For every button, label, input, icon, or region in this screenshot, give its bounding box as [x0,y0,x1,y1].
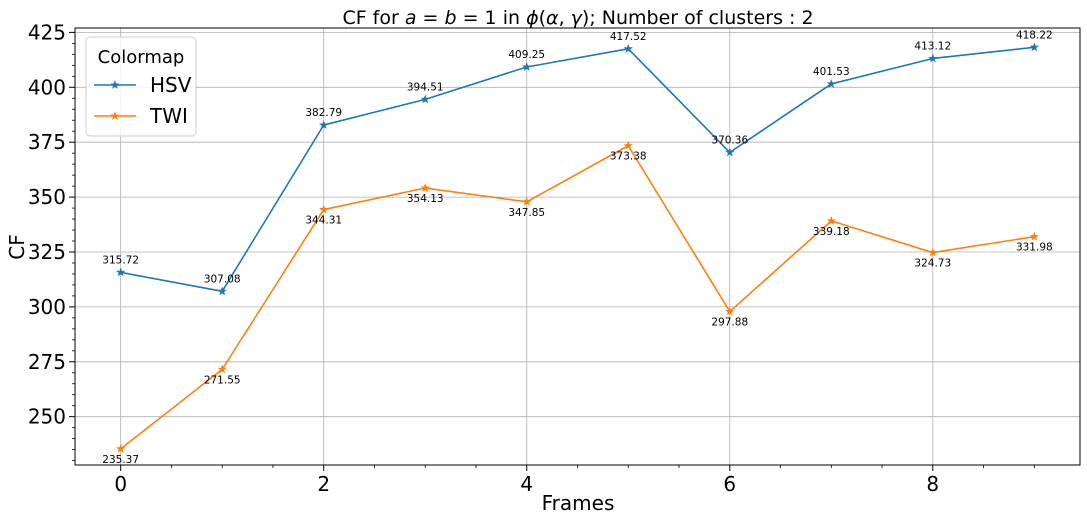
data-label-hsv: 418.22 [1016,29,1053,41]
x-tick-label: 2 [317,472,330,496]
data-label-twi: 354.13 [407,193,444,205]
data-point-twi [928,247,938,257]
y-tick-label: 275 [28,350,66,374]
data-label-twi: 235.37 [102,454,139,466]
data-point-hsv [116,267,126,277]
data-point-twi [623,140,633,150]
data-point-twi [826,215,836,225]
data-label-hsv: 394.51 [407,81,444,93]
x-tick-label: 6 [723,472,736,496]
y-tick-label: 300 [28,295,66,319]
grid [75,28,1080,465]
y-tick-label: 250 [28,405,66,429]
legend-marker-hsv [110,80,120,89]
data-label-twi: 331.98 [1016,242,1053,254]
data-point-hsv [826,79,836,88]
data-labels: 315.72 307.08 382.79 394.51 409.25 417.52 370.… [102,29,1052,466]
y-tick-label: 425 [28,20,66,44]
data-point-hsv [725,147,735,157]
y-tick-label: 325 [28,240,66,264]
data-point-hsv [1029,42,1039,52]
data-label-twi: 339.18 [813,226,850,238]
legend: Colormap HSV TWI [85,36,197,137]
data-point-hsv [217,286,227,296]
x-tick-label: 8 [926,472,939,496]
legend-title: Colormap [98,47,185,68]
legend-marker-twi [110,111,120,120]
x-axis-label: Frames [542,491,615,515]
data-point-hsv [623,43,633,53]
data-point-twi [319,204,329,214]
series-line-twi [120,144,1035,450]
legend-label-twi: TWI [149,104,188,128]
data-label-hsv: 417.52 [610,31,647,43]
data-label-twi: 344.31 [305,215,342,227]
y-tick-label: 350 [28,185,66,209]
data-point-twi [522,196,532,206]
data-label-twi: 297.88 [711,317,748,329]
data-label-hsv: 307.08 [204,273,241,285]
data-point-twi [1029,231,1039,241]
data-label-hsv: 382.79 [305,107,342,119]
data-label-hsv: 401.53 [813,66,850,78]
legend-box [85,36,197,137]
data-label-hsv: 409.25 [508,49,545,61]
ticks: 0 2 4 6 8 250 275 300 325 350 375 400 425 [28,20,939,496]
y-tick-label: 400 [28,75,66,99]
data-point-hsv [319,120,329,130]
legend-label-hsv: HSV [150,73,192,97]
data-point-twi [116,443,126,453]
data-label-hsv: 315.72 [102,254,139,266]
data-point-twi [420,183,430,192]
data-point-hsv [928,53,938,63]
y-tick-label: 375 [28,130,66,154]
data-point-hsv [420,94,430,104]
data-point-twi [217,364,227,374]
data-label-twi: 373.38 [610,151,647,163]
data-label-twi: 271.55 [204,374,241,386]
plot-frame [74,27,1081,466]
data-label-twi: 324.73 [914,258,951,270]
data-point-hsv [522,62,532,71]
x-tick-label: 0 [114,472,127,496]
series-line-hsv [120,46,1035,293]
series-layer [116,42,1039,453]
data-point-twi [725,306,735,316]
y-axis-label: CF [5,234,29,259]
data-label-hsv: 370.36 [711,134,748,146]
legend-entries: HSV TWI [94,73,192,128]
data-label-twi: 347.85 [508,207,545,219]
chart-title: CF for a = b = 1 in ϕ(α, γ); Number of c… [342,7,813,29]
x-tick-label: 4 [520,472,533,496]
data-label-hsv: 413.12 [914,40,951,52]
